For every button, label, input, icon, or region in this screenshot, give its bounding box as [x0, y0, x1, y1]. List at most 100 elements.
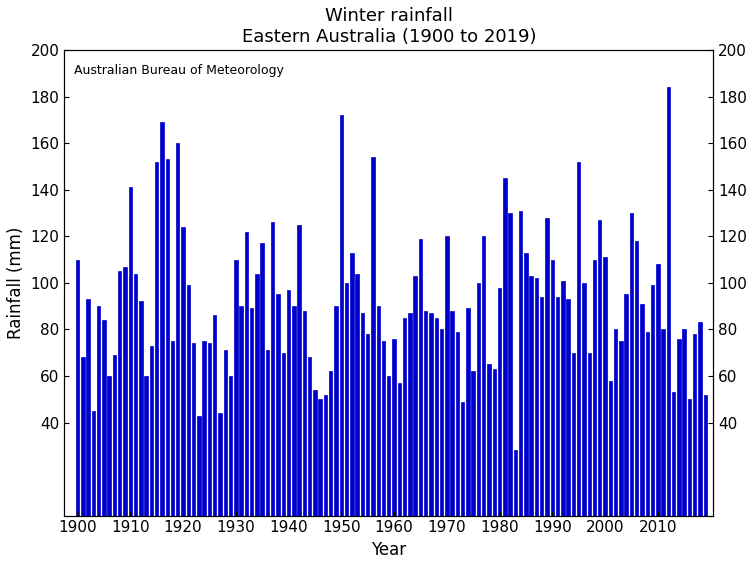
Bar	[619, 341, 623, 516]
Bar	[450, 311, 454, 516]
Bar	[487, 365, 491, 516]
Bar	[145, 376, 148, 516]
Bar	[103, 320, 106, 516]
Bar	[418, 239, 422, 516]
Bar	[677, 338, 681, 516]
Bar	[703, 395, 707, 516]
Bar	[645, 332, 649, 516]
Bar	[535, 278, 538, 516]
Bar	[350, 252, 354, 516]
Bar	[186, 285, 190, 516]
Bar	[323, 395, 327, 516]
Bar	[529, 276, 533, 516]
Bar	[134, 273, 137, 516]
Bar	[166, 160, 169, 516]
Bar	[540, 297, 544, 516]
Bar	[408, 313, 412, 516]
Bar	[577, 162, 581, 516]
Bar	[545, 218, 549, 516]
Bar	[461, 401, 464, 516]
Bar	[503, 178, 507, 516]
Bar	[371, 157, 375, 516]
Bar	[276, 294, 280, 516]
Bar	[598, 220, 602, 516]
Bar	[207, 344, 211, 516]
Bar	[192, 344, 195, 516]
Bar	[519, 211, 523, 516]
Bar	[382, 341, 385, 516]
Bar	[524, 252, 528, 516]
Bar	[250, 308, 253, 516]
Bar	[318, 399, 322, 516]
Bar	[124, 267, 127, 516]
Bar	[572, 353, 575, 516]
Bar	[682, 329, 686, 516]
Bar	[561, 281, 565, 516]
Bar	[339, 115, 343, 516]
Bar	[651, 285, 654, 516]
Bar	[630, 213, 633, 516]
Bar	[445, 236, 449, 516]
Bar	[108, 376, 111, 516]
Bar	[197, 415, 201, 516]
Bar	[292, 306, 296, 516]
Y-axis label: Rainfall (mm): Rainfall (mm)	[7, 226, 25, 339]
Bar	[566, 299, 570, 516]
Bar	[202, 341, 206, 516]
Bar	[129, 187, 132, 516]
Bar	[429, 313, 433, 516]
Bar	[118, 271, 121, 516]
Bar	[313, 390, 317, 516]
Bar	[218, 413, 222, 516]
Bar	[355, 273, 359, 516]
Bar	[244, 231, 248, 516]
Bar	[693, 334, 697, 516]
Bar	[624, 294, 628, 516]
Bar	[466, 308, 470, 516]
Bar	[608, 380, 612, 516]
Bar	[498, 288, 501, 516]
Bar	[76, 260, 79, 516]
Bar	[635, 241, 639, 516]
Bar	[556, 297, 559, 516]
Bar	[387, 376, 391, 516]
Bar	[440, 329, 443, 516]
Bar	[329, 371, 333, 516]
Bar	[255, 273, 259, 516]
Text: Australian Bureau of Meteorology: Australian Bureau of Meteorology	[74, 64, 284, 77]
Bar	[161, 122, 164, 516]
Bar	[281, 353, 285, 516]
Bar	[360, 313, 364, 516]
Bar	[434, 318, 438, 516]
Bar	[345, 283, 348, 516]
Bar	[614, 329, 618, 516]
Bar	[392, 338, 396, 516]
Bar	[477, 283, 480, 516]
Bar	[376, 306, 380, 516]
Bar	[171, 341, 174, 516]
Bar	[139, 302, 143, 516]
Bar	[113, 355, 116, 516]
Bar	[492, 369, 496, 516]
Bar	[397, 383, 401, 516]
Bar	[455, 332, 459, 516]
Bar	[593, 260, 596, 516]
Bar	[413, 276, 417, 516]
Bar	[155, 162, 158, 516]
Bar	[334, 306, 338, 516]
Bar	[688, 399, 691, 516]
Bar	[603, 258, 607, 516]
Bar	[228, 376, 232, 516]
Bar	[234, 260, 238, 516]
Bar	[550, 260, 554, 516]
Bar	[424, 311, 428, 516]
Bar	[672, 392, 676, 516]
Bar	[513, 451, 517, 516]
Bar	[587, 353, 591, 516]
Bar	[150, 346, 153, 516]
Bar	[239, 306, 243, 516]
Bar	[287, 290, 290, 516]
Bar	[97, 306, 100, 516]
Bar	[181, 227, 185, 516]
Bar	[87, 299, 90, 516]
